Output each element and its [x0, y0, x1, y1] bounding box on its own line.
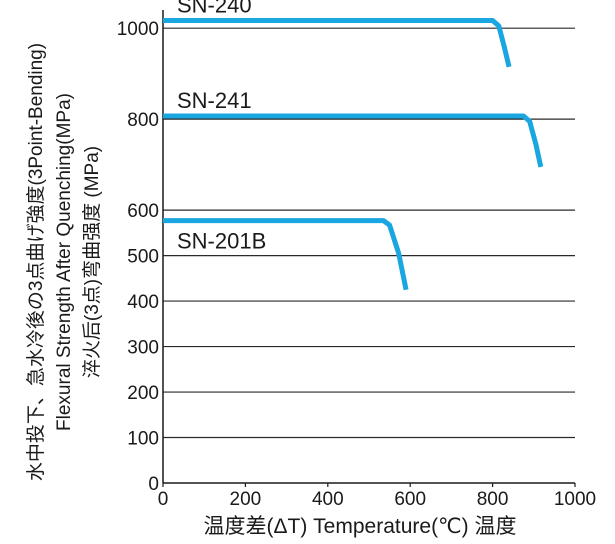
x-tick-label-1000: 1000: [554, 489, 596, 510]
y-axis-title: 水中投下、急水冷後の3点曲げ強度(3Point-Bending) Flexura…: [25, 43, 103, 481]
series-label-sn-240: SN-240: [177, 0, 252, 17]
x-axis-title: 温度差(ΔT) Temperature(℃) 温度: [204, 515, 517, 538]
y-tick-label-600: 600: [127, 201, 159, 222]
series-line-sn-241: [163, 113, 544, 168]
y-axis-title-line-2: Flexural Strength After Quenching(MPa): [54, 93, 75, 431]
x-tick-label-200: 200: [230, 489, 262, 510]
y-tick-label-400: 400: [127, 292, 159, 313]
series-lines: [163, 17, 544, 291]
y-tick-label-0: 0: [148, 474, 159, 495]
y-tick-label-100: 100: [127, 429, 159, 450]
y-tick-labels: 0 100 200 300 400 500 600 800 1000: [117, 19, 159, 495]
y-tick-label-200: 200: [127, 383, 159, 404]
x-tick-label-800: 800: [477, 489, 509, 510]
y-axis-title-line-3: 淬火后(3点)弯曲强度 (MPa): [81, 146, 103, 378]
series-label-sn-241: SN-241: [177, 88, 252, 113]
x-tick-label-400: 400: [312, 489, 344, 510]
x-tick-label-600: 600: [394, 489, 426, 510]
y-tick-label-800: 800: [127, 110, 159, 131]
y-axis-title-line-1: 水中投下、急水冷後の3点曲げ強度(3Point-Bending): [25, 43, 47, 481]
y-tick-label-1000: 1000: [117, 19, 159, 40]
x-tick-labels: 0 200 400 600 800 1000: [158, 489, 596, 510]
y-tick-label-500: 500: [127, 247, 159, 268]
series-label-sn-201b: SN-201B: [177, 229, 266, 254]
series-labels: SN-240 SN-241 SN-201B: [177, 0, 266, 254]
y-tick-label-300: 300: [127, 338, 159, 359]
series-line-sn-201b: [163, 218, 409, 291]
grid-lines: [163, 27, 575, 439]
x-tick-label-0: 0: [158, 489, 169, 510]
series-line-sn-240: [163, 17, 512, 68]
axes: [162, 10, 576, 487]
